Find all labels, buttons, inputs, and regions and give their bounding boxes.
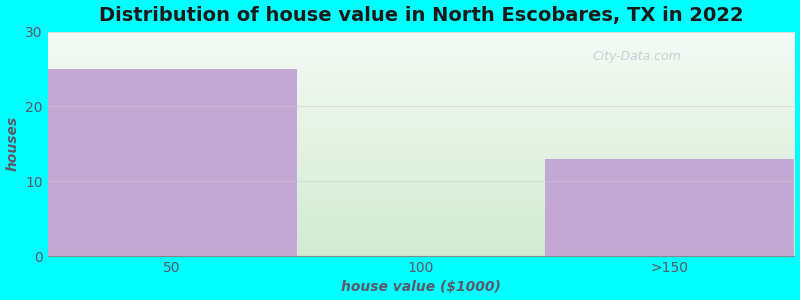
X-axis label: house value ($1000): house value ($1000) [341, 280, 501, 294]
Bar [47, 69, 297, 256]
Y-axis label: houses: houses [6, 116, 19, 171]
Text: City-Data.com: City-Data.com [593, 50, 682, 63]
Bar [546, 159, 794, 256]
Title: Distribution of house value in North Escobares, TX in 2022: Distribution of house value in North Esc… [98, 6, 743, 25]
